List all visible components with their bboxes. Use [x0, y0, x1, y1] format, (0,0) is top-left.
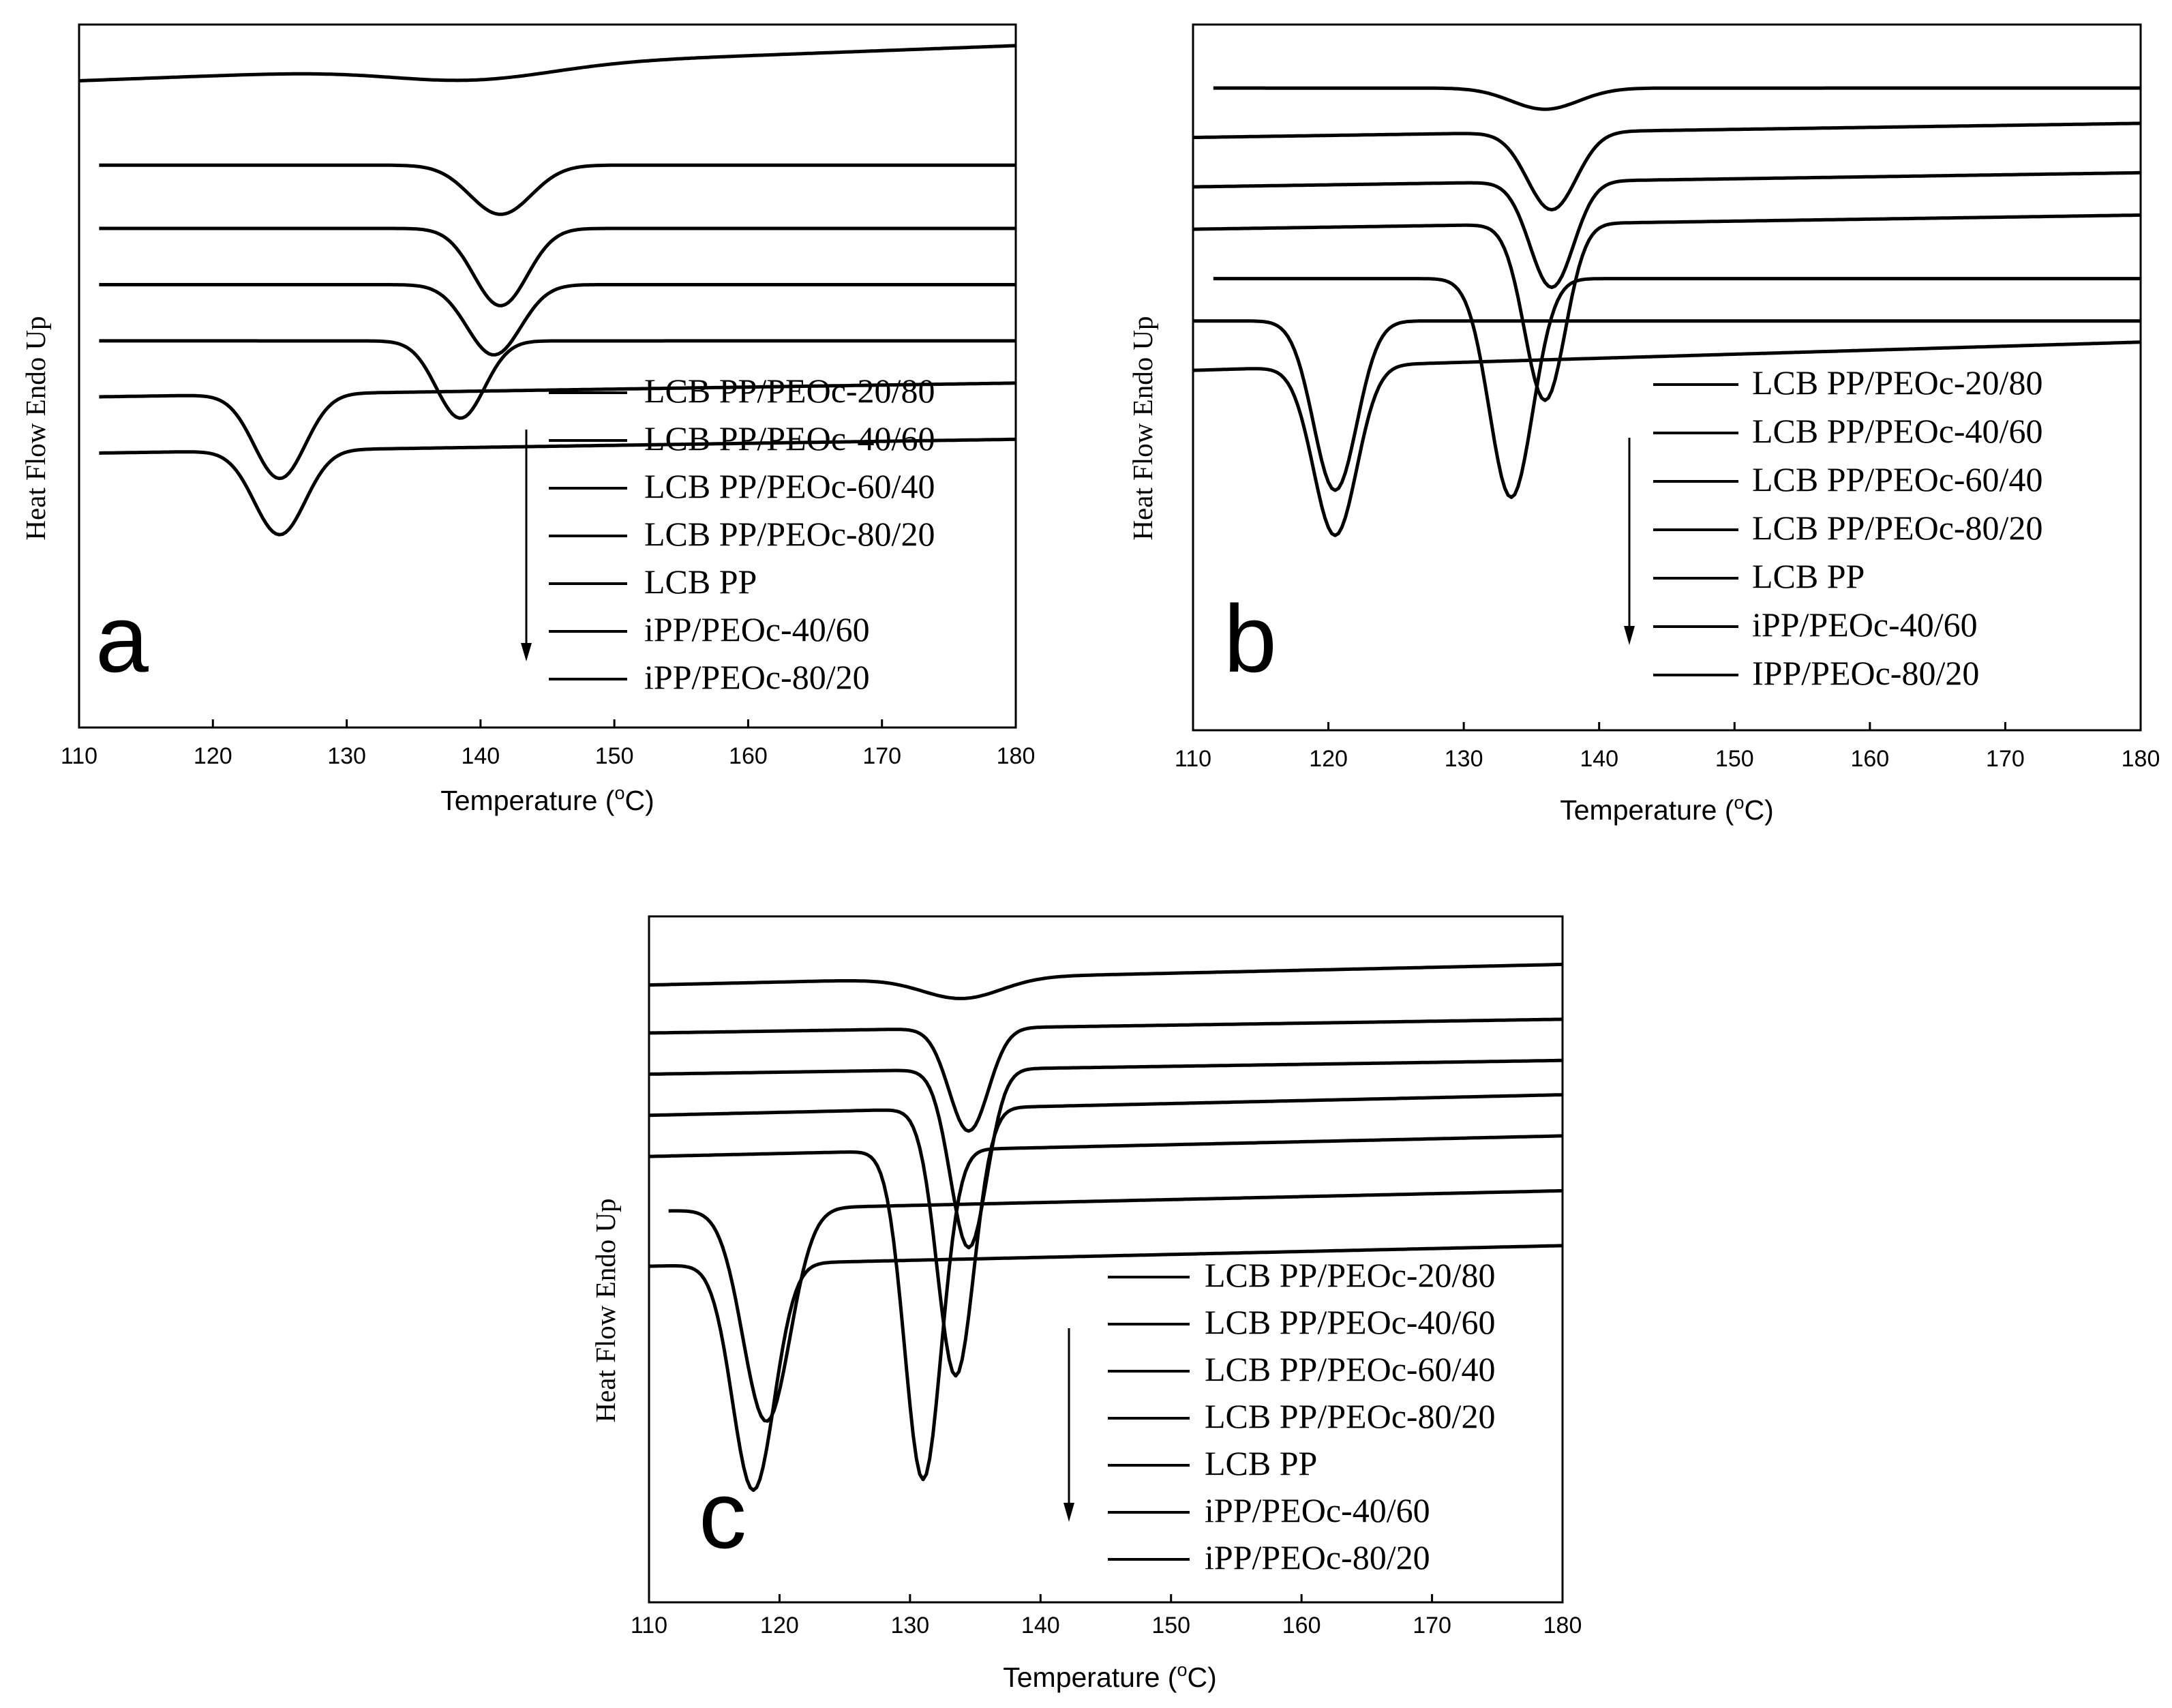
panel-letter: c	[699, 1461, 746, 1568]
legend-label: LCB PP	[1752, 557, 1865, 595]
trend-arrowhead	[1064, 1503, 1074, 1522]
series-line	[1193, 170, 2141, 289]
x-tick-label: 150	[1715, 746, 1754, 772]
legend-label: LCB PP/PEOc-40/60	[644, 419, 935, 458]
legend: LCB PP/PEOc-20/80 LCB PP/PEOc-40/60 LCB PP…	[1108, 1256, 1495, 1576]
legend-label: LCB PP/PEOc-20/80	[1205, 1256, 1495, 1294]
series-line	[648, 1017, 1563, 1133]
curves	[648, 962, 1563, 1493]
legend-label: iPP/PEOc-40/60	[1752, 605, 1978, 644]
x-tick-label: 170	[1413, 1613, 1451, 1638]
series-line	[1193, 319, 2141, 492]
plot-frame	[1192, 23, 2142, 732]
legend-label: iPP/PEOc-80/20	[1205, 1538, 1430, 1576]
legend: LCB PP/PEOc-20/80 LCB PP/PEOc-40/60 LCB PP…	[1653, 363, 2042, 692]
y-axis-title: Heat Flow Endo Up	[1127, 316, 1158, 540]
x-tick-label: 110	[631, 1613, 667, 1638]
series-line	[99, 283, 1016, 357]
legend-label: IPP/PEOc-80/20	[1752, 654, 1979, 692]
legend-label: LCB PP/PEOc-60/40	[1752, 460, 2042, 498]
legend-label: LCB PP	[644, 563, 757, 601]
series-line	[648, 1058, 1563, 1250]
series-line	[99, 437, 1016, 537]
x-tick-label: 120	[1309, 746, 1348, 772]
series-line	[1192, 340, 2141, 537]
x-axis-title: Temperature (oC)	[1003, 1660, 1217, 1693]
x-tick-label: 150	[1151, 1613, 1190, 1638]
x-tick-label: 150	[595, 743, 634, 769]
x-tick-label: 130	[1445, 746, 1483, 772]
x-tick-label: 180	[1543, 1613, 1582, 1638]
legend-label: iPP/PEOc-80/20	[644, 658, 870, 696]
legend-label: iPP/PEOc-40/60	[644, 610, 870, 648]
chart-panel-b: 110 120 130 140 150 160 170 180 Temperature (oC…	[1127, 23, 2160, 826]
y-axis-title: Heat Flow Endo Up	[590, 1198, 621, 1422]
series-line	[1192, 121, 2141, 212]
x-ticks: 110 120 130 140 150 160 170 180	[1175, 722, 2160, 772]
series-line	[78, 44, 1016, 83]
panel-letter: b	[1224, 585, 1277, 692]
x-tick-label: 140	[461, 743, 500, 769]
x-tick-label: 160	[1850, 746, 1889, 772]
curves	[1192, 86, 2141, 537]
x-ticks: 110 120 130 140 150 160 170 180	[61, 719, 1035, 769]
x-tick-label: 170	[1986, 746, 2025, 772]
x-tick-label: 140	[1580, 746, 1618, 772]
x-tick-label: 130	[327, 743, 366, 769]
x-tick-label: 180	[2122, 746, 2160, 772]
legend-label: LCB PP/PEOc-20/80	[644, 372, 935, 410]
legend-label: LCB PP/PEOc-80/20	[1752, 509, 2042, 547]
y-axis-title: Heat Flow Endo Up	[20, 316, 51, 540]
series-line	[648, 1244, 1563, 1493]
legend-label: LCB PP/PEOc-80/20	[1205, 1397, 1495, 1435]
x-tick-label: 180	[997, 743, 1036, 769]
x-tick-label: 110	[61, 743, 97, 769]
plot-frame	[78, 23, 1017, 729]
series-line	[1192, 213, 2141, 402]
legend-label: iPP/PEOc-40/60	[1205, 1491, 1430, 1529]
x-tick-label: 120	[760, 1613, 799, 1638]
legend-label: LCB PP/PEOc-40/60	[1752, 412, 2042, 450]
series-line	[648, 1093, 1563, 1378]
x-tick-label: 130	[890, 1613, 929, 1638]
series-line	[1213, 277, 2141, 499]
chart-panel-c: 110 120 130 140 150 160 170 180 Temperature (oC…	[590, 915, 1582, 1693]
x-tick-label: 120	[194, 743, 232, 769]
x-tick-label: 160	[729, 743, 768, 769]
series-line	[1213, 86, 2141, 111]
legend-label: LCB PP/PEOc-40/60	[1205, 1303, 1495, 1341]
legend: LCB PP/PEOc-20/80 LCB PP/PEOc-40/60 LCB PP…	[549, 372, 935, 696]
x-tick-label: 110	[1175, 746, 1211, 772]
series-line	[648, 962, 1563, 1000]
legend-label: LCB PP/PEOc-20/80	[1752, 363, 2042, 402]
x-ticks: 110 120 130 140 150 160 170 180	[631, 1594, 1582, 1638]
x-axis-title: Temperature (oC)	[1560, 792, 1774, 826]
panel-letter: a	[95, 585, 149, 692]
series-line	[668, 1188, 1563, 1423]
legend-label: LCB PP/PEOc-60/40	[1205, 1350, 1495, 1388]
series-line	[99, 381, 1016, 481]
x-axis-title: Temperature (oC)	[440, 783, 654, 816]
legend-label: LCB PP/PEOc-80/20	[644, 515, 935, 553]
chart-panel-a: 110 120 130 140 150 160 170 180 Temperature (oC…	[20, 23, 1035, 816]
x-tick-label: 140	[1021, 1613, 1060, 1638]
series-line	[99, 163, 1016, 216]
curves	[78, 44, 1016, 537]
x-tick-label: 170	[862, 743, 901, 769]
series-line	[99, 226, 1016, 308]
series-line	[648, 1134, 1563, 1482]
trend-arrowhead	[521, 643, 532, 661]
trend-arrowhead	[1624, 626, 1635, 645]
legend-label: LCB PP/PEOc-60/40	[644, 467, 935, 505]
x-tick-label: 160	[1282, 1613, 1321, 1638]
legend-label: LCB PP	[1205, 1444, 1317, 1482]
plot-frame	[648, 915, 1564, 1604]
series-line	[99, 339, 1016, 420]
